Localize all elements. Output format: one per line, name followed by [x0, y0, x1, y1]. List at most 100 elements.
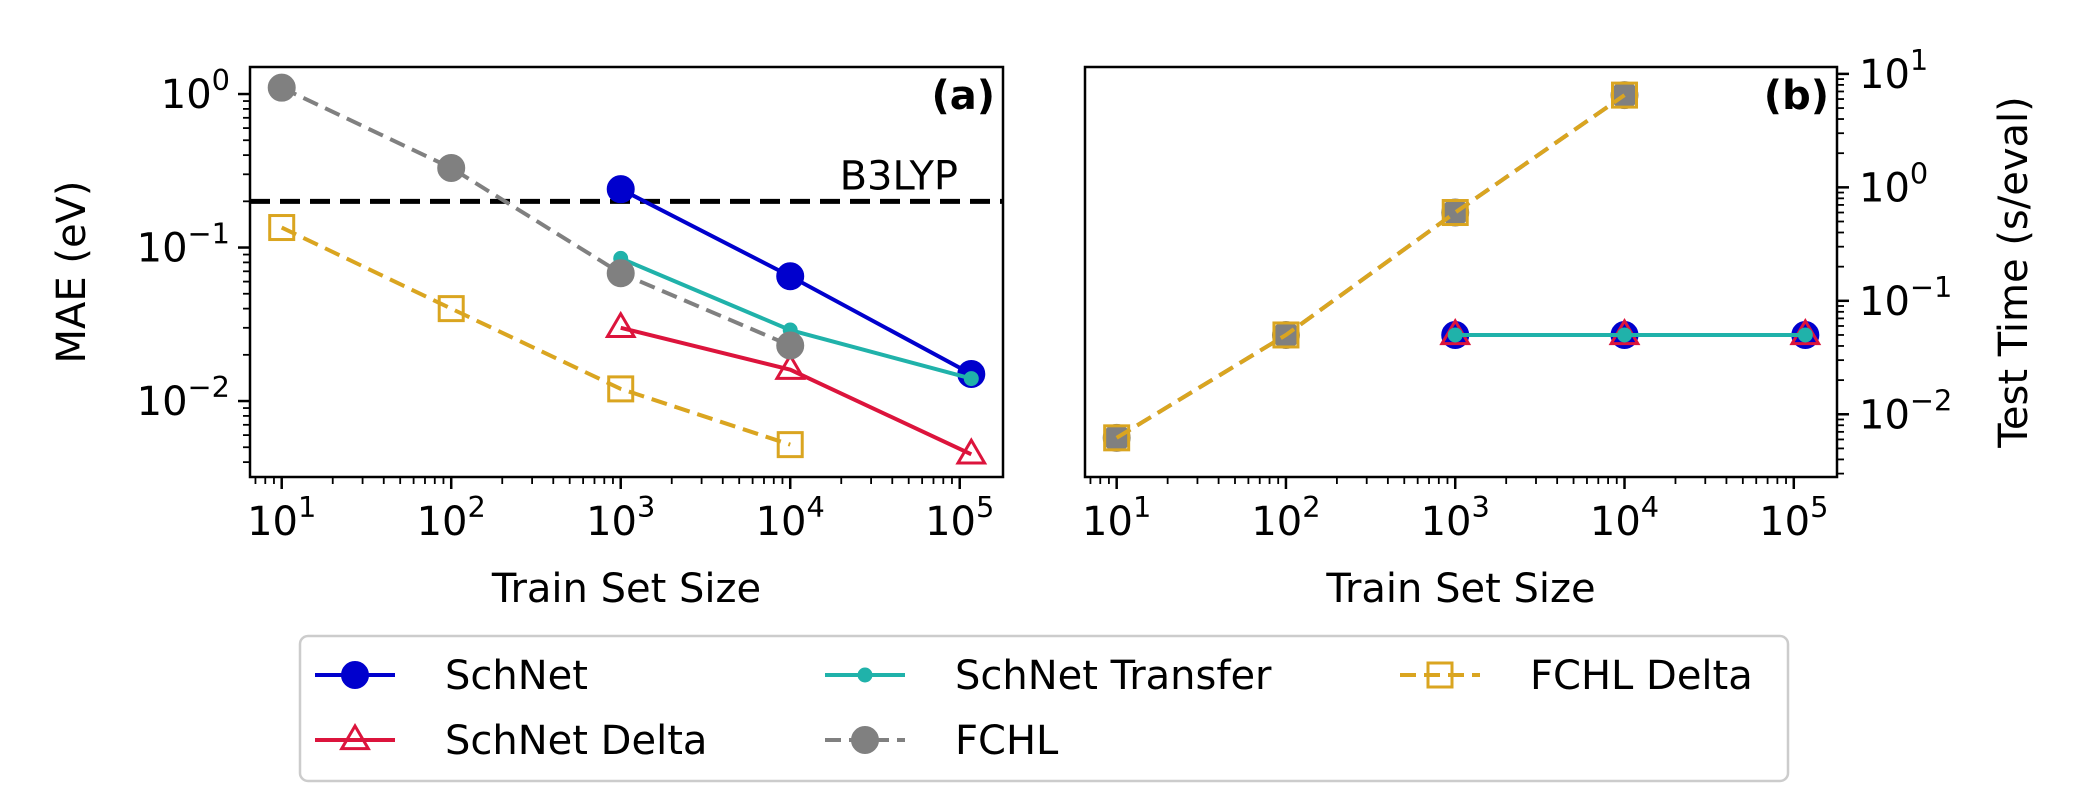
series-fchl-delta	[268, 214, 804, 459]
data-point	[437, 153, 466, 182]
data-point	[606, 259, 635, 288]
y-tick-label-base: 10	[161, 72, 212, 118]
series-fchl	[267, 73, 805, 360]
x-tick-label-exp: 1	[298, 490, 316, 524]
x-tick-label-exp: 4	[807, 490, 825, 524]
x-axis-ticks	[254, 477, 961, 489]
y-tick-label-exp: 0	[1910, 156, 1928, 190]
data-point	[774, 352, 807, 380]
x-tick-label-base: 10	[1082, 499, 1133, 545]
legend-marker	[341, 661, 369, 689]
series-line	[620, 325, 973, 457]
x-tick-label: 103	[1421, 490, 1490, 545]
data-point	[1441, 198, 1470, 227]
reference-line-label: B3LYP	[840, 153, 958, 199]
x-tick-label-exp: 2	[1302, 490, 1320, 524]
y-tick-label: 100	[161, 63, 230, 118]
y-tick-label-exp: −1	[1910, 270, 1952, 304]
x-tick-label-base: 10	[1251, 499, 1302, 545]
data-point	[607, 375, 635, 403]
panel-label: (b)	[1764, 73, 1829, 119]
legend-label: SchNet Transfer	[955, 653, 1272, 699]
data-point	[1272, 321, 1300, 349]
y-tick-label: 10−1	[137, 217, 230, 272]
x-tick-label-exp: 3	[637, 490, 655, 524]
y-axis-ticks	[238, 92, 250, 464]
x-tick-label-base: 10	[1590, 499, 1641, 545]
legend-entry-schnet-transfer: SchNet Transfer	[825, 653, 1272, 699]
data-point	[606, 175, 635, 204]
data-point	[776, 262, 805, 291]
data-point	[1617, 327, 1633, 343]
x-tick-label-base: 10	[925, 499, 976, 545]
x-tick-label-base: 10	[1421, 499, 1472, 545]
legend: SchNet SchNet Transfer FCHL Delta SchNet De…	[298, 634, 1790, 783]
x-tick-label-exp: 1	[1133, 490, 1151, 524]
series-line	[1115, 93, 1626, 440]
x-tick-label: 101	[1082, 490, 1151, 545]
data-point	[776, 431, 804, 459]
data-point	[955, 437, 988, 465]
x-tick-label-base: 10	[417, 499, 468, 545]
x-tick-label-base: 10	[247, 499, 298, 545]
series-schnet-transfer	[1447, 327, 1813, 343]
data-point	[437, 295, 465, 323]
y-tick-label: 10−1	[1859, 270, 1952, 325]
y-tick-label-base: 10	[1859, 279, 1910, 325]
data-point	[776, 331, 805, 360]
x-axis-label: Train Set Size	[491, 566, 761, 612]
legend-label: FCHL Delta	[1530, 653, 1753, 699]
y-tick-label: 10−2	[1859, 383, 1952, 438]
data-point	[1103, 424, 1131, 452]
y-tick-label-exp: −2	[188, 370, 230, 404]
x-tick-label: 102	[417, 490, 486, 545]
x-tick-label-exp: 4	[1641, 490, 1659, 524]
x-tick-label-exp: 2	[468, 490, 486, 524]
x-tick-label-base: 10	[1759, 499, 1810, 545]
x-tick-label: 105	[1759, 490, 1828, 545]
data-point	[267, 73, 296, 102]
x-tick-label: 104	[1590, 490, 1659, 545]
plot-frame	[248, 65, 1005, 479]
data-point	[963, 371, 979, 387]
x-axis-ticks	[1089, 477, 1796, 489]
legend-entry-fchl: FCHL	[825, 718, 1059, 764]
y-tick-label-base: 10	[1859, 165, 1910, 211]
x-tick-label: 104	[756, 490, 825, 545]
y-tick-label: 100	[1859, 156, 1928, 211]
y-tick-label-exp: −1	[188, 217, 230, 251]
x-tick-label: 101	[247, 490, 316, 545]
y-tick-label-base: 10	[1859, 52, 1910, 98]
legend-entry-schnet-delta: SchNet Delta	[315, 718, 707, 764]
data-point	[1611, 81, 1639, 109]
legend-label: SchNet	[445, 653, 588, 699]
series-schnet-delta	[604, 310, 988, 465]
y-tick-label-exp: −2	[1910, 383, 1952, 417]
y-axis-label: MAE (eV)	[49, 180, 95, 363]
legend-label: SchNet Delta	[445, 718, 707, 764]
y-tick-label: 10−2	[137, 370, 230, 425]
data-point	[1447, 327, 1463, 343]
x-axis-label: Train Set Size	[1325, 566, 1595, 612]
plot-frame	[1083, 65, 1839, 479]
y-tick-label-base: 10	[137, 379, 188, 425]
y-tick-label-exp: 1	[1910, 43, 1928, 77]
legend-label: FCHL	[955, 718, 1059, 764]
plot-area	[1085, 67, 1837, 477]
legend-entry-schnet: SchNet	[315, 653, 588, 699]
x-tick-label: 105	[925, 490, 994, 545]
legend-box	[298, 634, 1790, 783]
data-point	[268, 214, 296, 242]
y-tick-label: 101	[1859, 43, 1928, 98]
legend-marker	[339, 723, 371, 751]
series-fchl-delta	[1103, 81, 1639, 452]
legend-marker	[1426, 661, 1454, 689]
x-tick-label: 103	[586, 490, 655, 545]
x-tick-label-exp: 5	[976, 490, 994, 524]
data-point	[1797, 327, 1813, 343]
y-tick-label-base: 10	[137, 226, 188, 272]
series-line	[280, 225, 791, 447]
legend-marker	[857, 667, 873, 683]
